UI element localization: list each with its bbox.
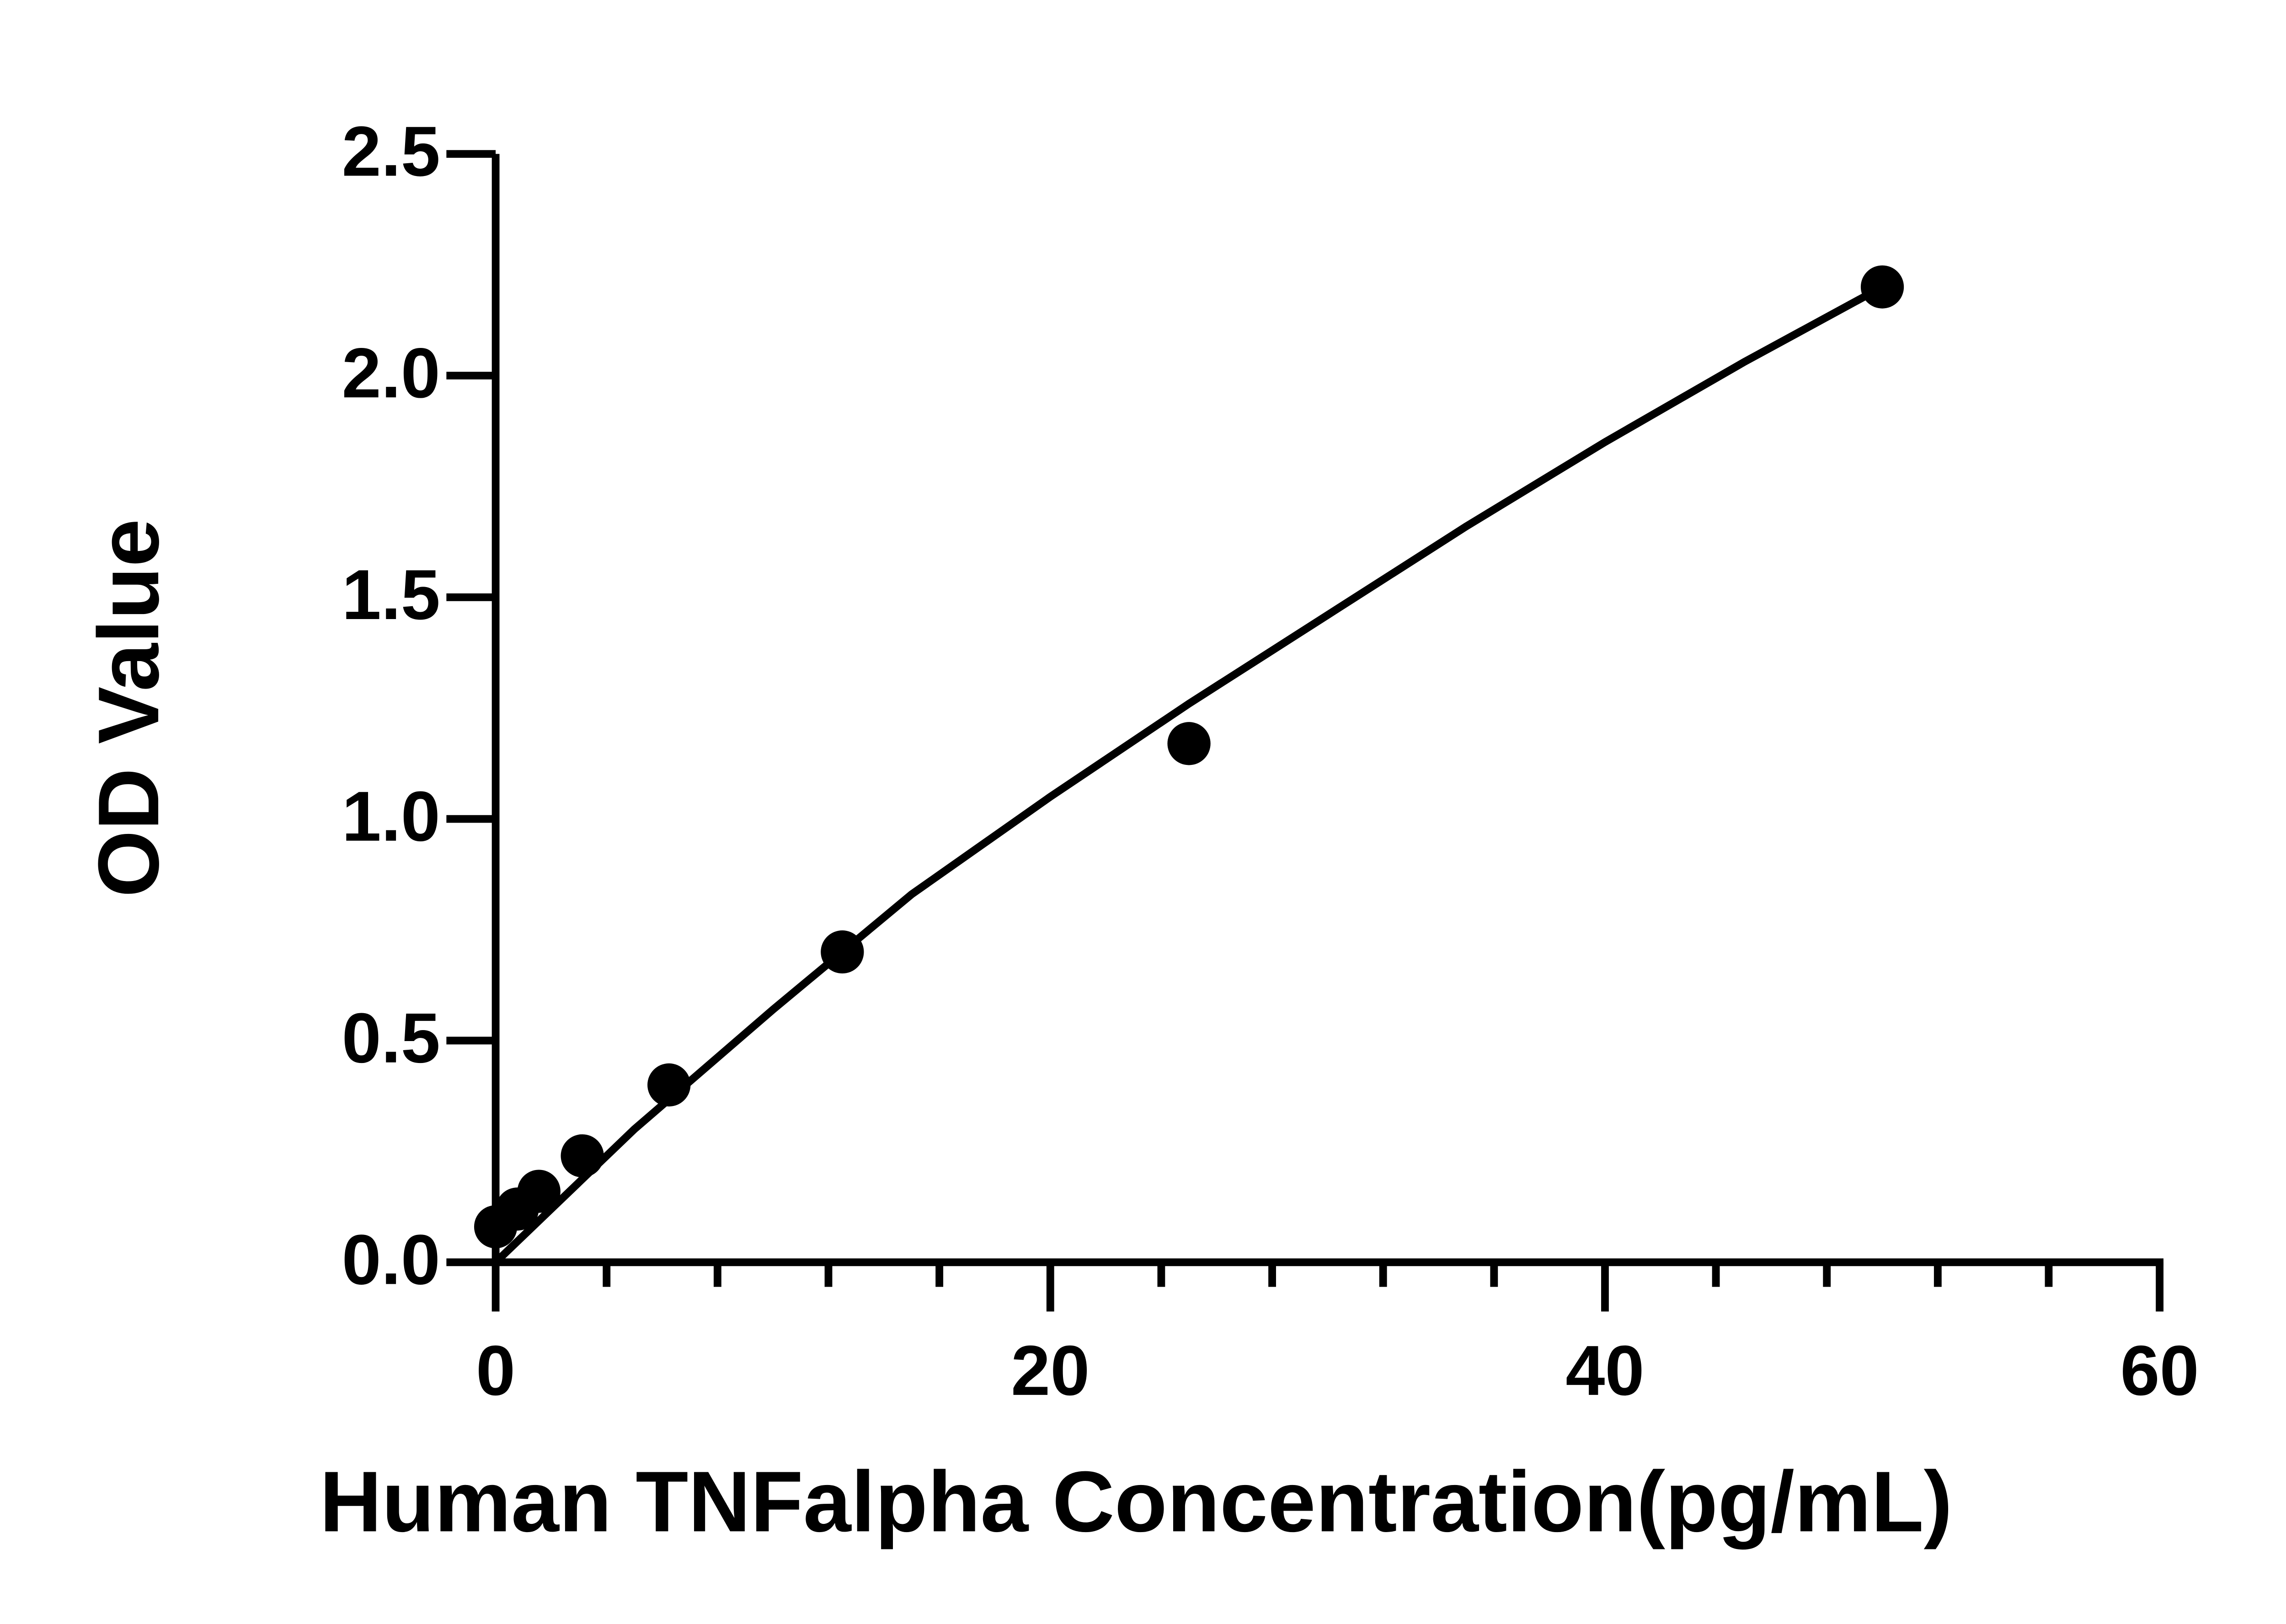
x-tick-label: 60 (2120, 1331, 2199, 1410)
y-tick-label: 0.0 (342, 1220, 440, 1299)
y-tick-label: 2.0 (342, 333, 440, 412)
data-point (517, 1170, 561, 1213)
y-tick-label: 0.5 (342, 999, 440, 1078)
x-tick-label: 0 (476, 1331, 515, 1410)
x-tick-label: 20 (1011, 1331, 1090, 1410)
y-axis-label: OD Value (80, 519, 176, 897)
data-point (1167, 722, 1211, 765)
y-tick-label: 2.5 (342, 112, 440, 191)
data-point (821, 930, 864, 974)
x-axis-label: Human TNFalpha Concentration(pg/mL) (320, 1453, 1952, 1549)
data-point (561, 1134, 604, 1178)
y-tick-label: 1.5 (342, 555, 440, 634)
data-point (1860, 265, 1904, 309)
fit-curve (493, 283, 1885, 1265)
x-tick-label: 40 (1565, 1331, 1644, 1410)
data-point (647, 1063, 691, 1107)
y-tick-label: 1.0 (342, 777, 440, 856)
